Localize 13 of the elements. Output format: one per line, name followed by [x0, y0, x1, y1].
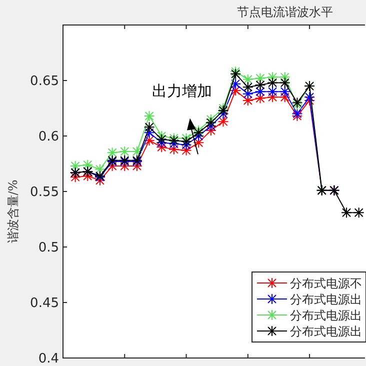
y-tick-label: 0.4 — [38, 352, 59, 366]
annotation: 出力增加 — [152, 82, 212, 100]
legend-label: 分布式电源出 — [290, 308, 362, 322]
y-tick-label: 0.45 — [30, 296, 59, 311]
y-axis-title: 谐波含量/% — [6, 180, 20, 244]
legend-label: 分布式电源出 — [290, 324, 362, 338]
y-tick-label: 0.55 — [30, 185, 59, 200]
legend-label: 分布式电源出 — [290, 292, 362, 306]
y-tick-label: 0.6 — [38, 130, 59, 144]
y-tick-label: 0.65 — [30, 74, 59, 89]
legend-label: 分布式电源不 — [290, 276, 362, 290]
y-tick-label: 0.5 — [38, 240, 59, 256]
chart-title: 节点电流谐波水平 — [237, 5, 333, 19]
